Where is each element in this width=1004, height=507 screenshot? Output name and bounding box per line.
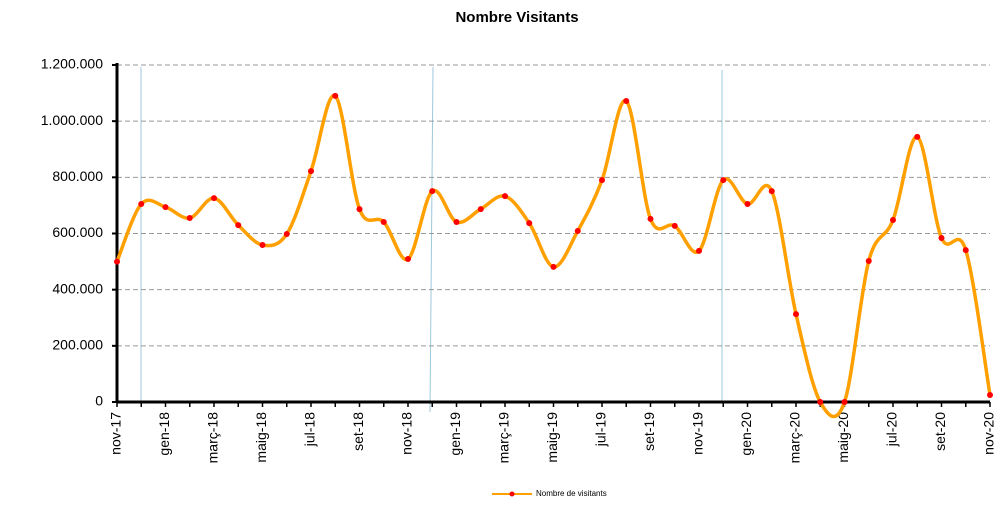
data-point — [429, 188, 436, 195]
data-point — [308, 168, 314, 175]
y-tick-label: 1.000.000 — [41, 112, 103, 128]
data-point — [647, 215, 654, 222]
data-point — [671, 222, 678, 229]
data-point — [162, 204, 169, 211]
y-tick-label: 800.000 — [52, 168, 103, 184]
y-tick-label: 1.200.000 — [41, 56, 103, 72]
data-point — [211, 195, 217, 202]
x-tick-label: nov-17 — [108, 412, 124, 455]
data-point — [380, 218, 387, 225]
data-point — [186, 215, 193, 222]
data-point — [332, 92, 339, 99]
data-point — [283, 231, 290, 238]
data-point — [574, 227, 581, 234]
y-tick-label: 600.000 — [52, 224, 103, 240]
data-point — [865, 258, 872, 265]
x-tick-label: set-18 — [350, 412, 366, 451]
data-point — [356, 206, 363, 213]
data-point — [841, 399, 848, 405]
y-tick-label: 0 — [95, 393, 103, 409]
x-tick-label: set-19 — [641, 412, 657, 451]
data-point — [720, 177, 727, 184]
y-tick-label: 400.000 — [52, 280, 103, 296]
x-tick-label: gen-18 — [156, 412, 172, 456]
data-point — [502, 193, 508, 200]
y-tick-label: 200.000 — [52, 337, 103, 353]
x-tick-label: març-18 — [205, 412, 221, 464]
data-point — [817, 399, 824, 405]
data-point — [938, 234, 945, 241]
data-point — [623, 97, 630, 104]
data-point — [793, 311, 799, 318]
data-point — [768, 188, 775, 195]
x-tick-label: nov-19 — [690, 412, 706, 455]
x-tick-label: gen-19 — [447, 412, 463, 456]
data-point — [259, 242, 266, 249]
data-point — [914, 133, 921, 140]
x-tick-label: març-20 — [787, 412, 803, 464]
data-point — [962, 247, 969, 254]
x-tick-label: jul-19 — [593, 412, 609, 447]
data-point — [987, 391, 993, 398]
legend-label: Nombre de visitants — [536, 489, 607, 498]
series-line — [115, 94, 992, 419]
data-point — [138, 201, 145, 208]
x-tick-label: març-19 — [496, 412, 512, 464]
data-point — [405, 256, 411, 263]
year-divider — [429, 66, 434, 413]
data-point — [235, 222, 242, 229]
data-point — [550, 263, 557, 270]
x-tick-label: set-20 — [932, 412, 948, 451]
data-point — [114, 258, 120, 265]
x-tick-label: maig-20 — [835, 412, 851, 463]
x-tick-label: maig-19 — [544, 412, 560, 463]
legend-marker — [509, 491, 515, 497]
x-tick-label: nov-18 — [399, 412, 415, 455]
x-tick-label: maig-18 — [253, 412, 269, 463]
chart-title: Nombre Visitants — [455, 9, 578, 26]
data-point — [744, 201, 751, 208]
data-point — [599, 177, 605, 184]
data-point — [890, 217, 896, 224]
x-tick-label: jul-20 — [884, 412, 900, 447]
x-tick-label: jul-18 — [302, 412, 318, 447]
x-tick-label: nov-20 — [981, 412, 997, 455]
data-point — [526, 220, 533, 227]
x-tick-label: gen-20 — [738, 412, 754, 456]
data-point — [477, 206, 484, 213]
data-point — [696, 247, 702, 254]
data-point — [453, 218, 460, 225]
